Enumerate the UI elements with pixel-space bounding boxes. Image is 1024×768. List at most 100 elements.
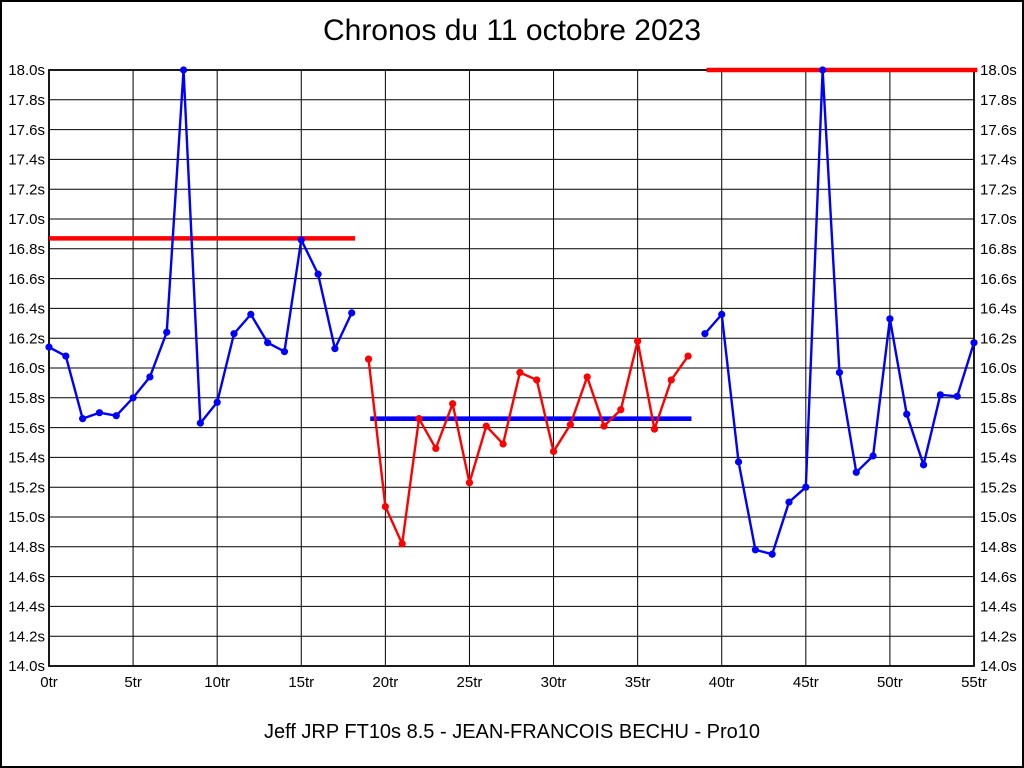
x-axis-label: 35tr: [625, 674, 651, 691]
data-point-stint-3-lap-51: [903, 410, 911, 418]
y-axis-label-right: 17.0s: [980, 211, 1017, 228]
y-axis-label-right: 14.0s: [980, 658, 1017, 675]
data-point-stint-2-lap-19: [364, 355, 373, 363]
y-axis-label-left: 14.2s: [8, 628, 45, 645]
y-axis-label-left: 15.6s: [8, 420, 45, 437]
data-point-stint-1-lap-1: [62, 352, 70, 360]
y-axis-label-left: 14.4s: [8, 599, 45, 616]
y-axis-label-left: 14.6s: [8, 569, 45, 586]
data-point-stint-1-lap-11: [230, 330, 238, 338]
y-axis-label-left: 16.2s: [8, 330, 45, 347]
data-point-stint-3-lap-53: [936, 391, 944, 399]
x-axis-label: 10tr: [204, 674, 230, 691]
data-point-stint-2-lap-24: [449, 400, 457, 408]
data-point-stint-3-lap-44: [785, 498, 793, 506]
y-axis-label-right: 17.2s: [980, 181, 1017, 198]
y-axis-label-right: 17.8s: [980, 92, 1017, 109]
y-axis-label-left: 17.6s: [8, 122, 45, 139]
y-axis-label-left: 14.0s: [8, 658, 45, 675]
data-point-stint-3-lap-46: [819, 66, 827, 74]
series-line-stint-2: [367, 339, 690, 546]
data-point-stint-1-lap-7: [163, 328, 171, 336]
data-point-stint-1-lap-5: [129, 394, 137, 402]
data-point-stint-1-lap-0: [45, 343, 53, 351]
y-axis-label-left: 17.4s: [8, 152, 45, 169]
data-point-stint-3-lap-39: [701, 330, 709, 338]
y-axis-label-right: 15.0s: [980, 509, 1017, 526]
data-point-stint-2-lap-20: [381, 502, 389, 511]
data-point-stint-1-lap-9: [196, 419, 204, 427]
data-point-stint-3-lap-47: [835, 368, 844, 377]
data-point-stint-2-lap-33: [600, 422, 608, 430]
x-axis-label: 50tr: [877, 674, 903, 691]
data-point-stint-2-lap-27: [499, 440, 507, 448]
data-point-stint-1-lap-16: [314, 270, 322, 278]
data-point-stint-3-lap-40: [718, 310, 726, 318]
y-axis-label-right: 16.2s: [980, 330, 1017, 347]
data-point-stint-3-lap-52: [919, 461, 928, 469]
data-point-stint-1-lap-6: [146, 373, 154, 381]
series-line-stint-3: [703, 68, 976, 556]
x-axis-label: 55tr: [961, 674, 987, 691]
data-point-stint-2-lap-34: [617, 406, 625, 414]
data-point-stint-1-lap-10: [213, 398, 221, 406]
y-axis-label-right: 15.6s: [980, 420, 1017, 437]
x-axis-label: 5tr: [124, 674, 142, 691]
data-point-stint-3-lap-41: [734, 458, 743, 466]
data-point-stint-2-lap-22: [415, 415, 423, 423]
data-point-stint-2-lap-30: [549, 447, 558, 456]
data-point-stint-1-lap-4: [112, 412, 120, 420]
y-axis-label-right: 16.0s: [980, 360, 1017, 377]
y-axis-label-right: 14.6s: [980, 569, 1017, 586]
chart-title: Chronos du 11 octobre 2023: [322, 14, 702, 47]
y-axis-label-right: 16.4s: [980, 301, 1017, 318]
y-axis-label-left: 17.0s: [8, 211, 45, 228]
data-point-stint-2-lap-21: [398, 540, 406, 548]
x-axis-label: 15tr: [288, 674, 314, 691]
data-point-stint-3-lap-49: [869, 452, 877, 460]
data-point-stint-2-lap-29: [533, 376, 541, 384]
data-point-stint-1-lap-2: [79, 415, 87, 423]
y-axis-label-left: 16.4s: [8, 301, 45, 318]
y-axis-label-right: 15.4s: [980, 450, 1017, 467]
data-point-stint-1-lap-12: [247, 310, 255, 318]
data-point-stint-1-lap-17: [331, 345, 339, 353]
y-axis-label-right: 17.6s: [980, 122, 1017, 139]
y-axis-label-left: 15.0s: [8, 509, 45, 526]
x-axis-label: 0tr: [40, 674, 58, 691]
y-axis-label-right: 14.8s: [980, 539, 1017, 556]
y-axis-label-left: 18.0s: [8, 62, 45, 79]
y-axis-label-left: 15.8s: [8, 390, 45, 407]
y-axis-label-left: 16.8s: [8, 241, 45, 258]
data-point-stint-3-lap-43: [768, 550, 776, 558]
y-axis-label-left: 15.4s: [8, 450, 45, 467]
y-axis-label-right: 16.8s: [980, 241, 1017, 258]
data-point-stint-1-lap-15: [297, 236, 305, 244]
y-axis-label-left: 17.8s: [8, 92, 45, 109]
data-point-stint-3-lap-42: [751, 546, 759, 554]
data-point-stint-1-lap-14: [280, 348, 289, 356]
data-point-stint-1-lap-8: [179, 66, 188, 74]
y-axis-label-right: 14.2s: [980, 628, 1017, 645]
data-point-stint-3-lap-50: [886, 315, 894, 323]
y-axis-label-right: 14.4s: [980, 599, 1017, 616]
data-point-stint-2-lap-32: [583, 373, 591, 381]
chart-subtitle: Jeff JRP FT10s 8.5 - JEAN-FRANCOIS BECHU…: [263, 721, 761, 743]
data-point-stint-1-lap-3: [95, 409, 104, 417]
data-point-stint-3-lap-45: [802, 483, 810, 491]
y-axis-label-right: 17.4s: [980, 152, 1017, 169]
x-axis-label: 20tr: [372, 674, 398, 691]
data-point-stint-2-lap-31: [566, 421, 574, 429]
plot-frame: [48, 69, 975, 667]
y-axis-label-right: 16.6s: [980, 271, 1017, 288]
data-point-stint-2-lap-26: [482, 422, 490, 430]
data-point-stint-3-lap-54: [953, 392, 961, 400]
y-axis-label-left: 17.2s: [8, 181, 45, 198]
data-point-stint-3-lap-48: [852, 468, 860, 476]
data-point-stint-2-lap-37: [667, 376, 675, 384]
data-point-stint-2-lap-38: [684, 352, 692, 360]
y-axis-label-right: 15.2s: [980, 479, 1017, 496]
data-point-stint-2-lap-35: [634, 337, 642, 345]
